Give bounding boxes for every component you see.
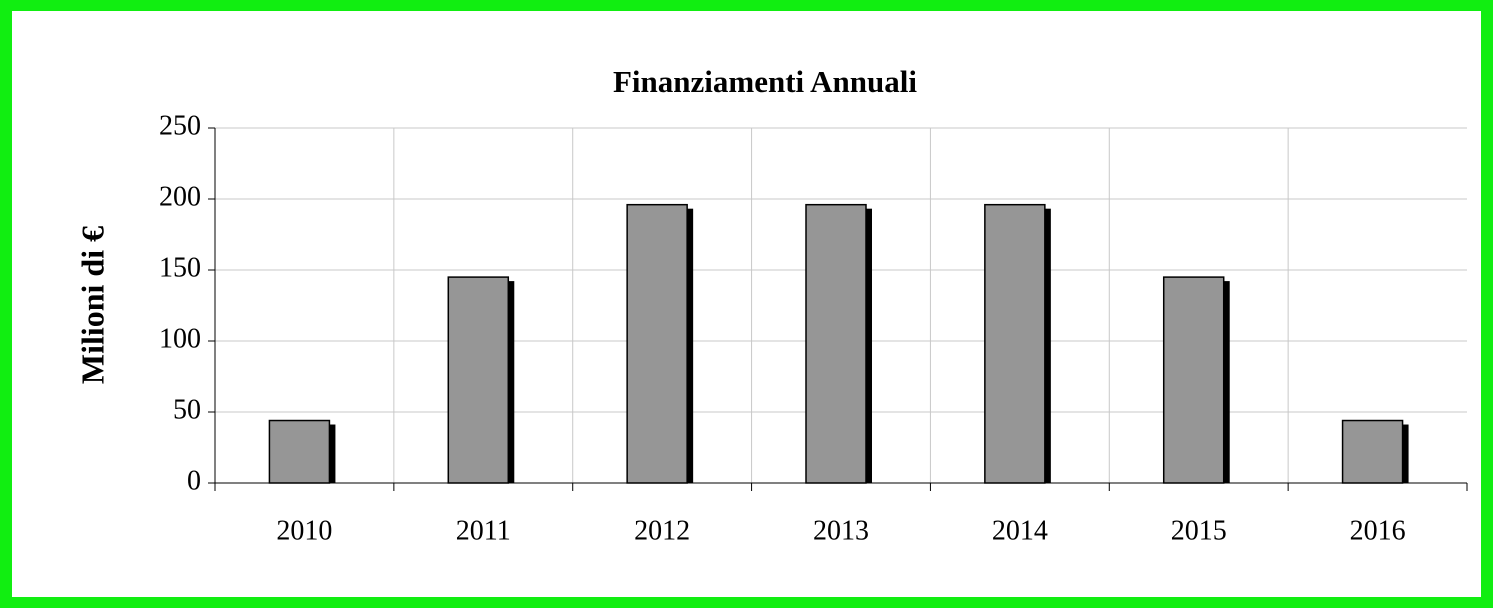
x-tick-label: 2011 [456,515,511,546]
x-tick-label: 2016 [1350,515,1406,546]
bar [447,276,510,484]
chart-title: Finanziamenti Annuali [613,64,917,99]
x-tick-label: 2015 [1171,515,1227,546]
y-tick-label: 100 [159,323,201,354]
y-tick-label: 0 [187,465,201,496]
bar [805,203,867,484]
bar [984,203,1046,484]
x-tick-label: 2010 [276,515,332,546]
bar [268,419,331,484]
bar [1162,276,1225,484]
x-tick-label: 2014 [992,515,1048,546]
x-tick-label: 2013 [813,515,869,546]
y-axis-label: Milioni di € [74,226,110,384]
bar [1341,419,1404,484]
y-tick-label: 250 [159,110,201,141]
bar [626,203,688,484]
y-tick-label: 50 [173,394,201,425]
x-tick-label: 2012 [634,515,690,546]
y-tick-label: 150 [159,252,201,283]
y-tick-label: 200 [159,181,201,212]
